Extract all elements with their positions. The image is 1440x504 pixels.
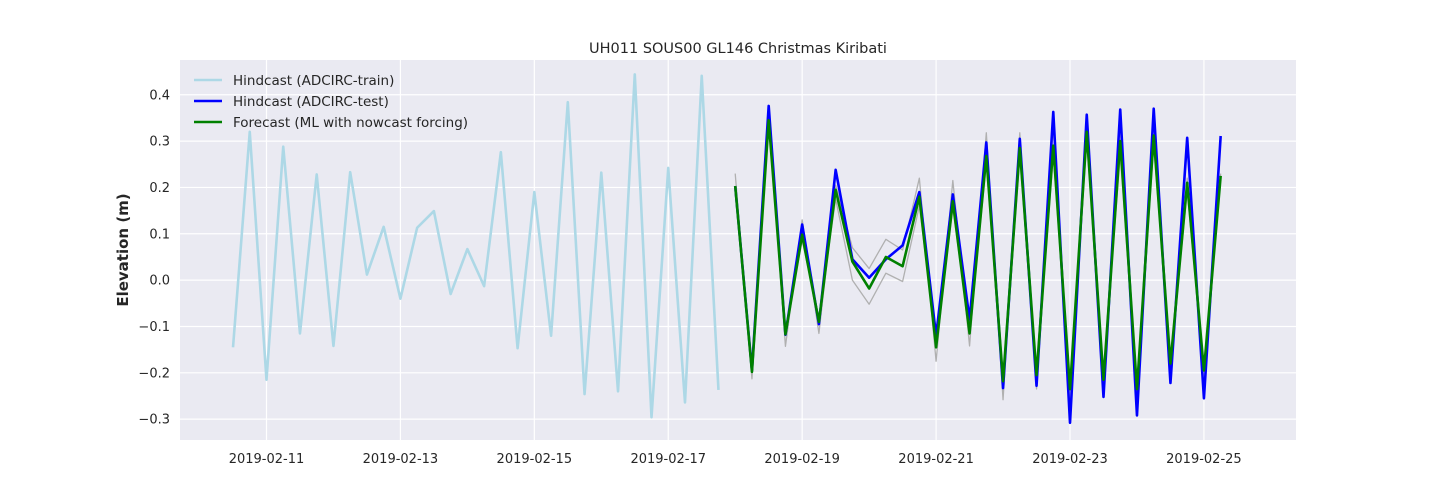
series-layer bbox=[231, 73, 1222, 425]
legend-label: Hindcast (ADCIRC-test) bbox=[233, 94, 389, 110]
x-tick-label: 2019-02-19 bbox=[764, 452, 840, 467]
y-tick-label: 0.4 bbox=[149, 88, 170, 103]
x-tick-label: 2019-02-23 bbox=[1032, 452, 1108, 467]
x-tick-label: 2019-02-17 bbox=[630, 452, 706, 467]
x-tick-label: 2019-02-11 bbox=[229, 452, 305, 467]
y-tick-label: 0.1 bbox=[149, 227, 170, 242]
legend-label: Hindcast (ADCIRC-train) bbox=[233, 73, 394, 89]
y-tick-labels: −0.3 −0.2 −0.1 0.0 0.1 0.2 0.3 0.4 bbox=[138, 88, 170, 427]
y-tick-label: 0.3 bbox=[149, 135, 170, 150]
series-line-forecast-ml-with-nowcast-forcing bbox=[733, 118, 1222, 391]
chart-title: UH011 SOUS00 GL146 Christmas Kiribati bbox=[589, 41, 887, 57]
y-tick-label: 0.2 bbox=[149, 181, 170, 196]
plot-area bbox=[180, 60, 1296, 440]
y-tick-label: −0.1 bbox=[138, 320, 170, 335]
x-tick-label: 2019-02-25 bbox=[1166, 452, 1242, 467]
x-tick-label: 2019-02-21 bbox=[898, 452, 974, 467]
legend: Hindcast (ADCIRC-train) Hindcast (ADCIRC-… bbox=[194, 73, 468, 131]
x-tick-label: 2019-02-15 bbox=[497, 452, 573, 467]
y-tick-label: −0.3 bbox=[138, 413, 170, 428]
x-tick-label: 2019-02-13 bbox=[363, 452, 439, 467]
y-tick-label: −0.2 bbox=[138, 366, 170, 381]
legend-label: Forecast (ML with nowcast forcing) bbox=[233, 115, 468, 131]
y-tick-label: 0.0 bbox=[149, 274, 170, 289]
x-tick-labels: 2019-02-11 2019-02-13 2019-02-15 2019-02-17… bbox=[229, 452, 1242, 467]
series-line-hindcast-adcirc-train bbox=[231, 73, 720, 419]
y-axis-label: Elevation (m) bbox=[114, 193, 132, 306]
